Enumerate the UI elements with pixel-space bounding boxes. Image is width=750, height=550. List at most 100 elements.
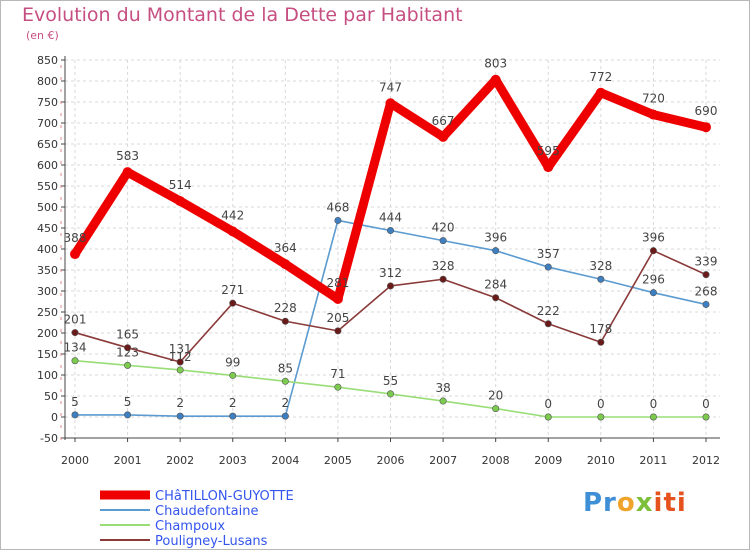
- x-tick-label: 2003: [219, 454, 247, 467]
- point-ch-tillon-guyotte: [595, 87, 606, 98]
- data-label-champoux: 0: [597, 397, 605, 411]
- data-label-chaudefontaine: 420: [432, 221, 455, 235]
- data-label-champoux: 99: [225, 355, 240, 369]
- point-champoux: [176, 366, 184, 374]
- point-champoux: [649, 413, 657, 421]
- logo-part: x: [635, 488, 654, 518]
- data-label-champoux: 20: [488, 389, 503, 403]
- data-label-champoux: 0: [702, 397, 710, 411]
- y-tick-label: 300: [37, 285, 58, 298]
- point-chaudefontaine: [702, 300, 710, 308]
- y-tick-label: 850: [37, 54, 58, 67]
- point-ch-tillon-guyotte: [543, 162, 554, 173]
- point-chaudefontaine: [597, 275, 605, 283]
- point-chaudefontaine: [124, 411, 132, 419]
- data-label-pouligney-lusans: 131: [169, 342, 192, 356]
- legend: CHâTILLON-GUYOTTEChaudefontaineChampouxP…: [100, 489, 294, 549]
- data-label-pouligney-lusans: 228: [274, 301, 297, 315]
- legend-label: Chaudefontaine: [155, 504, 258, 519]
- point-ch-tillon-guyotte: [438, 131, 449, 142]
- point-ch-tillon-guyotte: [227, 226, 238, 237]
- point-pouligney-lusans: [386, 282, 394, 290]
- data-label-ch-tillon-guyotte: 364: [274, 241, 297, 255]
- axes: [60, 56, 720, 442]
- data-label-ch-tillon-guyotte: 747: [379, 80, 402, 94]
- data-label-chaudefontaine: 328: [589, 259, 612, 273]
- data-label-champoux: 85: [278, 361, 293, 375]
- y-tick-label: 200: [37, 327, 58, 340]
- point-pouligney-lusans: [702, 271, 710, 279]
- proxiti-logo: Proxiti: [583, 488, 687, 518]
- point-chaudefontaine: [544, 263, 552, 271]
- point-chaudefontaine: [649, 289, 657, 297]
- point-champoux: [124, 361, 132, 369]
- point-pouligney-lusans: [544, 320, 552, 328]
- data-label-chaudefontaine: 296: [642, 273, 665, 287]
- data-label-pouligney-lusans: 178: [589, 322, 612, 336]
- data-label-champoux: 71: [330, 367, 345, 381]
- data-label-chaudefontaine: 5: [71, 395, 79, 409]
- data-label-pouligney-lusans: 312: [379, 266, 402, 280]
- data-label-champoux: 0: [544, 397, 552, 411]
- x-tick-label: 2004: [271, 454, 299, 467]
- point-ch-tillon-guyotte: [385, 98, 396, 109]
- y-tick-label: 100: [37, 369, 58, 382]
- y-tick-label: 650: [37, 138, 58, 151]
- point-champoux: [597, 413, 605, 421]
- data-label-chaudefontaine: 2: [282, 396, 290, 410]
- legend-label: Champoux: [155, 519, 225, 534]
- point-champoux: [229, 371, 237, 379]
- x-axis-ticks: 2000 2001 2002 2003 2004 2005 2006 2007 2008 2009…: [61, 454, 720, 467]
- point-pouligney-lusans: [597, 338, 605, 346]
- point-chaudefontaine: [386, 227, 394, 235]
- data-label-pouligney-lusans: 201: [64, 313, 87, 327]
- data-label-chaudefontaine: 396: [484, 231, 507, 245]
- point-champoux: [492, 405, 500, 413]
- x-tick-label: 2000: [61, 454, 89, 467]
- x-tick-label: 2012: [692, 454, 720, 467]
- point-chaudefontaine: [71, 411, 79, 419]
- point-ch-tillon-guyotte: [70, 249, 80, 260]
- data-label-pouligney-lusans: 328: [432, 259, 455, 273]
- data-label-chaudefontaine: 5: [124, 395, 132, 409]
- data-label-chaudefontaine: 268: [695, 284, 718, 298]
- x-tick-label: 2005: [324, 454, 352, 467]
- x-tick-label: 2002: [166, 454, 194, 467]
- y-tick-label: 400: [37, 243, 58, 256]
- point-ch-tillon-guyotte: [122, 167, 133, 178]
- data-label-ch-tillon-guyotte: 281: [326, 276, 349, 290]
- y-tick-label: 800: [37, 75, 58, 88]
- y-tick-label: 50: [44, 390, 58, 403]
- point-chaudefontaine: [439, 237, 447, 245]
- data-label-chaudefontaine: 468: [326, 200, 349, 214]
- point-chaudefontaine: [492, 247, 500, 255]
- y-tick-label: 150: [37, 348, 58, 361]
- chart-title: Evolution du Montant de la Dette par Hab…: [22, 4, 463, 26]
- logo-part: o: [616, 488, 636, 518]
- data-label-champoux: 55: [383, 374, 398, 388]
- x-tick-label: 2007: [429, 454, 457, 467]
- data-label-pouligney-lusans: 271: [221, 283, 244, 297]
- logo-part: Pr: [583, 488, 617, 518]
- y-tick-label: 550: [37, 180, 58, 193]
- point-chaudefontaine: [281, 412, 289, 420]
- point-ch-tillon-guyotte: [701, 122, 711, 133]
- y-tick-label: 350: [37, 264, 58, 277]
- point-ch-tillon-guyotte: [280, 259, 291, 270]
- y-tick-label: -50: [40, 432, 58, 445]
- data-label-ch-tillon-guyotte: 690: [695, 104, 718, 118]
- data-label-pouligney-lusans: 205: [326, 311, 349, 325]
- point-champoux: [281, 377, 289, 385]
- y-tick-label: 500: [37, 201, 58, 214]
- data-label-ch-tillon-guyotte: 772: [589, 70, 612, 84]
- point-ch-tillon-guyotte: [490, 74, 501, 85]
- point-ch-tillon-guyotte: [175, 196, 186, 207]
- y-tick-label: 700: [37, 117, 58, 130]
- point-champoux: [334, 383, 342, 391]
- grid: [65, 59, 720, 439]
- y-tick-label: 0: [51, 411, 58, 424]
- data-label-ch-tillon-guyotte: 388: [64, 231, 87, 245]
- y-axis-ticks: -50 0 50 100 150 200 250 300 350 400 450 500 550 600 6…: [37, 54, 58, 445]
